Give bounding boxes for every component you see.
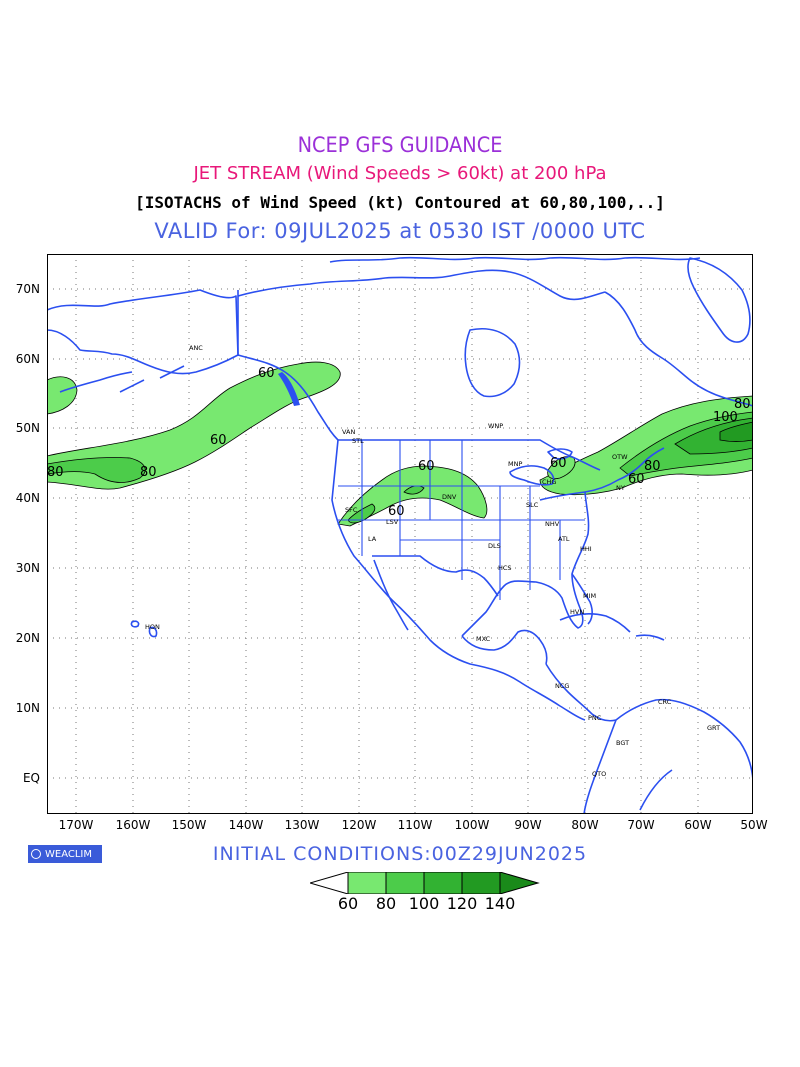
chart-title: NCEP GFS GUIDANCE [297, 133, 503, 157]
colorbar-label-100: 100 [408, 894, 440, 913]
station-mxc: MXC [476, 635, 491, 643]
lon-label-110w: 110W [397, 818, 433, 832]
lon-label-90w: 90W [514, 818, 542, 832]
contour-label-us60b: 60 [388, 504, 405, 519]
station-bgt: BGT [616, 739, 629, 747]
station-ny: NY [616, 484, 625, 492]
station-sfc: SFC [345, 506, 358, 514]
station-crc: CRC [658, 698, 672, 706]
station-dls: DLS [488, 542, 501, 550]
jet-west-us-80b [403, 485, 425, 495]
contour-label-pac80b: 80 [140, 465, 157, 480]
state-borders [338, 440, 585, 600]
contour-label-pac60a: 60 [258, 366, 275, 381]
station-stl: STL [352, 437, 364, 445]
station-dnv: DNV [442, 493, 457, 501]
station-mnp: MNP [508, 460, 522, 468]
colorbar-label-140: 140 [484, 894, 516, 913]
lon-label-170w: 170W [58, 818, 94, 832]
weaclim-logo-icon [31, 849, 41, 859]
station-hhi: HHI [580, 545, 592, 553]
jet-west-us-80 [347, 503, 376, 524]
station-labels: ANC VAN STL WNP MNP CHG OTW NY SFC LSV D… [145, 344, 720, 778]
coastlines [47, 256, 753, 814]
contour-label-ne60b: 60 [628, 472, 645, 487]
station-grt: GRT [707, 724, 720, 732]
lon-label-50w: 50W [740, 818, 768, 832]
colorbar-bin-120-140 [461, 872, 501, 894]
lat-label-30n: 30N [15, 561, 40, 575]
lon-label-120w: 120W [341, 818, 377, 832]
station-hon: HON [145, 623, 160, 631]
contour-label-ne100: 100 [713, 410, 738, 425]
station-la: LA [368, 535, 377, 543]
lat-label-60n: 60N [15, 352, 40, 366]
jet-stream-map: 60 60 80 80 60 60 60 60 80 80 100 ANC VA… [47, 254, 753, 814]
jet-westedge-patch [47, 376, 78, 415]
lon-label-100w: 100W [454, 818, 490, 832]
lat-label-50n: 50N [15, 421, 40, 435]
lat-label-eq: EQ [22, 771, 40, 785]
station-hcs: HCS [498, 564, 512, 572]
station-pnc: PNC [588, 714, 602, 722]
lat-label-10n: 10N [15, 701, 40, 715]
contour-label-pac80a: 80 [47, 465, 64, 480]
colorbar-bin-80-100 [385, 872, 425, 894]
chart-subtitle: JET STREAM (Wind Speeds > 60kt) at 200 h… [193, 163, 607, 184]
station-qto: QTO [592, 770, 606, 778]
colorbar-bin-100-120 [423, 872, 463, 894]
colorbar-label-60: 60 [337, 894, 359, 913]
station-van: VAN [342, 428, 355, 436]
contour-label-ne80a: 80 [644, 459, 661, 474]
jet-northeast-120 [719, 421, 753, 442]
colorbar-below-triangle [310, 872, 349, 894]
jet-northeast-60 [539, 395, 753, 496]
lat-label-40n: 40N [15, 491, 40, 505]
contour-label-ne60a: 60 [550, 456, 567, 471]
jet-shading [47, 361, 753, 527]
colorbar [310, 872, 540, 894]
station-lsv: LSV [386, 518, 399, 526]
station-chg: CHG [542, 478, 556, 486]
station-wnp: WNP [488, 422, 503, 430]
lon-label-80w: 80W [571, 818, 599, 832]
weaclim-logo-text: WEACLIM [45, 848, 93, 860]
contour-description: [ISOTACHS of Wind Speed (kt) Contoured a… [135, 193, 665, 212]
jet-alaska-streak [278, 372, 300, 406]
lon-label-150w: 150W [171, 818, 207, 832]
contour-label-pac60b: 60 [210, 433, 227, 448]
jet-west-us-60 [337, 465, 488, 527]
valid-time: VALID For: 09JUL2025 at 0530 IST /0000 U… [154, 219, 646, 243]
lon-label-70w: 70W [627, 818, 655, 832]
station-atl: ATL [558, 535, 570, 543]
lon-label-60w: 60W [684, 818, 712, 832]
jet-pacific-80 [47, 457, 146, 483]
station-hvn: HVN [570, 608, 584, 616]
station-slc: SLC [526, 501, 539, 509]
station-ncg: NCG [555, 682, 569, 690]
lon-label-130w: 130W [284, 818, 320, 832]
colorbar-label-120: 120 [446, 894, 478, 913]
lon-label-160w: 160W [115, 818, 151, 832]
contour-label-us60a: 60 [418, 459, 435, 474]
station-anc: ANC [189, 344, 203, 352]
contour-label-ne80b: 80 [734, 397, 751, 412]
station-nhv: NHV [545, 520, 560, 528]
colorbar-label-80: 80 [375, 894, 397, 913]
colorbar-above-triangle [499, 872, 540, 894]
weaclim-logo: WEACLIM [28, 845, 102, 863]
lon-label-140w: 140W [228, 818, 264, 832]
station-mim: MIM [583, 592, 596, 600]
colorbar-bin-60-80 [347, 872, 387, 894]
initial-conditions: INITIAL CONDITIONS:00Z29JUN2025 [212, 843, 588, 865]
lat-label-70n: 70N [15, 282, 40, 296]
station-otw: OTW [612, 453, 628, 461]
lat-label-20n: 20N [15, 631, 40, 645]
map-border [47, 254, 753, 814]
